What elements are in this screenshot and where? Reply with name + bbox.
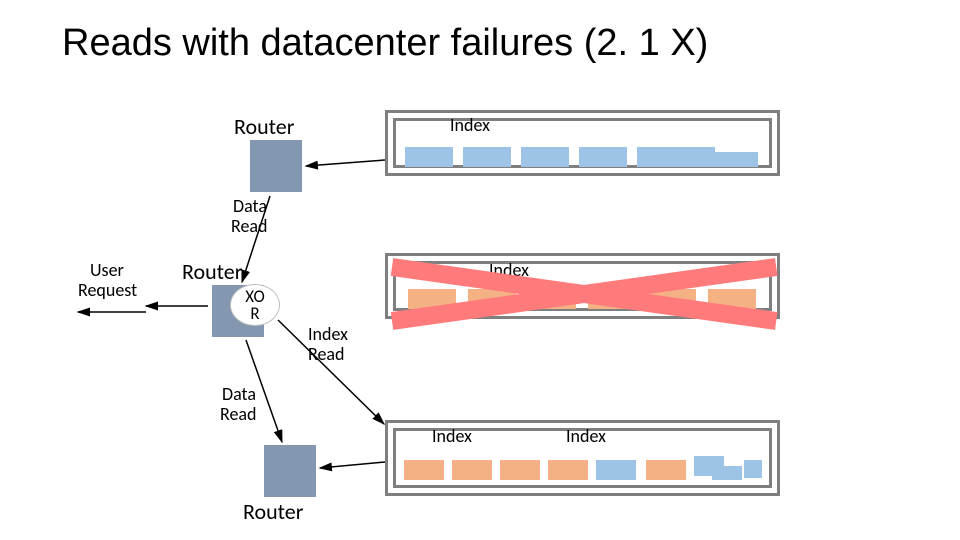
arrow-dc3-to-r3 — [0, 0, 960, 540]
